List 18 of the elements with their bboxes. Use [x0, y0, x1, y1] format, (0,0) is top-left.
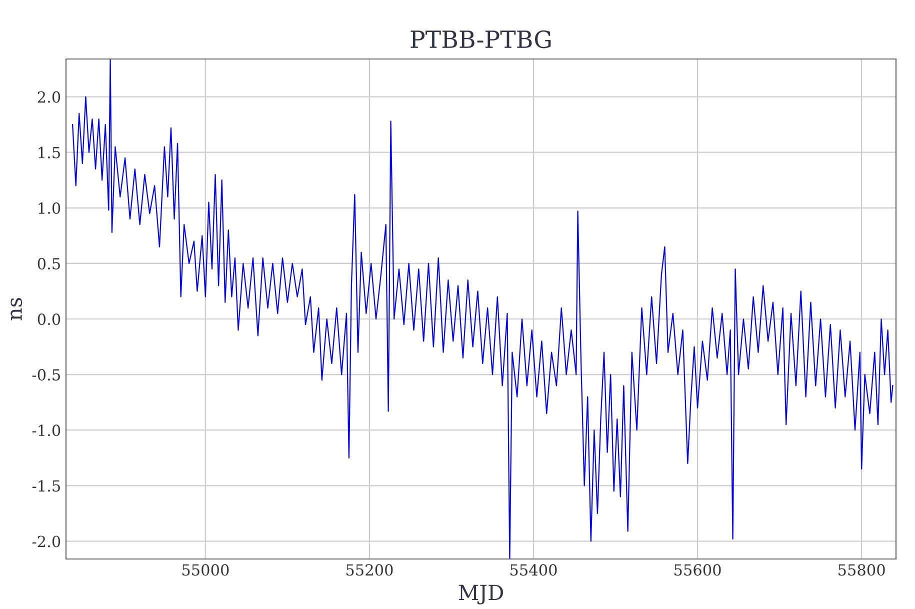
y-axis-title: ns [10, 298, 22, 320]
x-tick-label: 55800 [838, 564, 885, 576]
y-tick-label: -0.5 [32, 369, 60, 381]
y-tick-label: 0.5 [38, 258, 60, 270]
y-tick-label: -1.5 [32, 480, 60, 492]
x-tick-label: 55600 [674, 564, 721, 576]
y-tick-label: -1.0 [32, 424, 60, 436]
y-tick-label: 2.0 [38, 91, 60, 103]
y-tick-label: 0.0 [38, 313, 60, 326]
y-tick-label: 1.5 [38, 146, 60, 158]
chart-title: PTBB-PTBG [410, 30, 551, 48]
line-series [72, 59, 894, 559]
y-tick-label: 1.0 [38, 202, 60, 214]
y-tick-label: -2.0 [32, 536, 60, 548]
x-tick-label: 55200 [346, 564, 393, 576]
x-axis-title: MJD [458, 584, 503, 604]
x-tick-label: 55000 [182, 564, 229, 576]
x-tick-label: 55400 [510, 564, 557, 576]
